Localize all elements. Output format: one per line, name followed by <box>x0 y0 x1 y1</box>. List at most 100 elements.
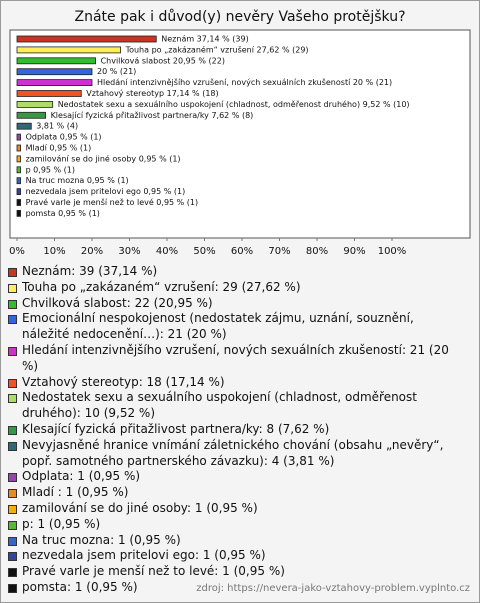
bar <box>16 90 82 97</box>
legend-swatch <box>8 268 17 277</box>
legend-item: p: 1 (0,95 %) <box>8 517 460 533</box>
bar <box>16 155 21 163</box>
bar <box>16 46 121 54</box>
legend-swatch <box>8 504 17 514</box>
bar-label: Mladí 0,95 % (1) <box>26 144 92 153</box>
bar <box>16 68 93 76</box>
legend-item: Touha po „zakázaném“ vzrušení: 29 (27,62… <box>8 280 460 296</box>
x-tick-label: 80% <box>306 246 328 257</box>
legend-label: Hledání intenzivnějšího vzrušení, nových… <box>22 342 449 373</box>
bar <box>16 57 96 65</box>
bar <box>16 111 46 119</box>
x-tick-label: 50% <box>193 246 215 257</box>
x-tick-label: 20% <box>81 246 103 257</box>
legend-label: Mladí : 1 (0,95 %) <box>22 485 129 500</box>
legend-label: Emocionální nespokojenost (nedostatek zá… <box>22 311 414 342</box>
legend-swatch <box>8 520 17 530</box>
x-tick-label: 90% <box>343 246 365 257</box>
legend-swatch <box>8 568 17 578</box>
bar-label: Klesající fyzická přitažlivost partnera/… <box>51 111 254 120</box>
legend-item: pomsta: 1 (0,95 %) <box>8 580 460 596</box>
bar-label: Hledání intenzivnějšího vzrušení, nových… <box>97 77 392 87</box>
chart-title: Znáte pak i důvod(y) nevěry Vašeho protě… <box>74 9 405 25</box>
x-tick-label: 100% <box>378 246 407 257</box>
legend-label: Chvilková slabost: 22 (20,95 %) <box>22 295 213 310</box>
bar-label: Touha po „zakázaném“ vzrušení 27,62 % (2… <box>125 44 309 54</box>
bar <box>16 199 21 206</box>
legend-item: zamilování se do jiné osoby: 1 (0,95 %) <box>8 501 460 517</box>
legend-swatch <box>8 378 17 388</box>
x-tick-label: 0% <box>9 246 25 257</box>
legend-item: Pravé varle je menší než to levé: 1 (0,9… <box>8 564 460 580</box>
bar-label: nezvedala jsem pritelovi ego 0,95 % (1) <box>26 187 186 196</box>
bar <box>16 35 157 43</box>
legend-label: Vztahový stereotyp: 18 (17,14 %) <box>22 374 225 389</box>
x-tick-label: 10% <box>43 246 65 257</box>
legend-label: Nedostatek sexu a sexuálního uspokojení … <box>22 390 417 421</box>
legend-label: Klesající fyzická přitažlivost partnera/… <box>22 421 330 436</box>
legend-item: Mladí : 1 (0,95 %) <box>8 485 460 501</box>
source: zdroj: https://nevera-jako-vztahovy-prob… <box>196 583 470 594</box>
legend-swatch <box>8 473 17 483</box>
bar <box>16 188 21 196</box>
legend-label: Na truc mozna: 1 (0,95 %) <box>22 532 181 547</box>
bar-label: Pravé varle je menší než to levé 0,95 % … <box>26 197 199 207</box>
legend-item: nezvedala jsem pritelovi ego: 1 (0,95 %) <box>8 548 460 564</box>
bar <box>16 166 21 174</box>
legend-item: Vztahový stereotyp: 18 (17,14 %) <box>8 375 460 391</box>
bar-label: p 0,95 % (1) <box>26 165 75 174</box>
legend-swatch <box>8 552 17 562</box>
x-tick-label: 60% <box>231 246 253 257</box>
legend-swatch <box>8 441 17 451</box>
bar <box>16 209 21 217</box>
chart: Znáte pak i důvod(y) nevěry Vašeho protě… <box>9 9 471 257</box>
legend-swatch <box>8 283 17 293</box>
bar <box>16 133 21 141</box>
legend-item: Odplata: 1 (0,95 %) <box>8 469 460 485</box>
bar <box>16 101 54 108</box>
legend-item: Nevyjasněné hranice vnímání záletnického… <box>8 438 460 470</box>
bar-label: zamilování se do jiné osoby 0,95 % (1) <box>26 153 181 163</box>
legend-label: nezvedala jsem pritelovi ego: 1 (0,95 %) <box>22 548 266 563</box>
bar-label: Nedostatek sexu a sexuálního uspokojení … <box>58 99 410 109</box>
bar-label: Vztahový stereotyp 17,14 % (18) <box>86 89 218 98</box>
legend-label: Odplata: 1 (0,95 %) <box>22 469 141 484</box>
legend-item: Emocionální nespokojenost (nedostatek zá… <box>8 311 460 343</box>
bar <box>16 122 32 130</box>
legend-swatch <box>8 583 17 593</box>
legend-swatch <box>8 346 17 356</box>
legend-swatch <box>8 536 17 546</box>
bar-label: Odplata 0,95 % (1) <box>26 133 102 142</box>
legend-label: Pravé varle je menší než to levé: 1 (0,9… <box>22 564 285 579</box>
bar-label: Chvilková slabost 20,95 % (22) <box>101 56 225 65</box>
bar-label: Na truc mozna 0,95 % (1) <box>26 176 129 185</box>
bar-label: Neznám 37,14 % (39) <box>161 35 248 44</box>
legend-swatch <box>8 489 17 499</box>
legend-label: Neznám: 39 (37,14 %) <box>22 264 158 278</box>
bar <box>16 79 93 86</box>
x-tick-label: 40% <box>156 246 178 257</box>
plot-area <box>9 29 471 239</box>
bar-label: 3,81 % (4) <box>36 122 78 131</box>
legend-label: Touha po „zakázaném“ vzrušení: 29 (27,62… <box>22 279 301 294</box>
x-tick-label: 70% <box>268 246 290 257</box>
legend-label: p: 1 (0,95 %) <box>22 516 101 531</box>
legend-item: Klesající fyzická přitažlivost partnera/… <box>8 422 460 438</box>
legend-label: zamilování se do jiné osoby: 1 (0,95 %) <box>22 500 258 515</box>
bar-label: pomsta 0,95 % (1) <box>26 209 100 218</box>
legend-swatch <box>8 394 17 404</box>
legend-label: pomsta: 1 (0,95 %) <box>22 579 138 594</box>
bar-label: 20 % (21) <box>97 67 136 76</box>
legend-label: Nevyjasněné hranice vnímání záletnického… <box>22 437 444 468</box>
legend-item: Hledání intenzivnějšího vzrušení, nových… <box>8 343 460 375</box>
legend-swatch <box>8 299 17 309</box>
legend-item: Neznám: 39 (37,14 %) <box>8 264 460 280</box>
x-tick-label: 30% <box>118 246 140 257</box>
bar <box>16 144 21 152</box>
legend-swatch <box>8 425 17 435</box>
legend-item: Chvilková slabost: 22 (20,95 %) <box>8 296 460 312</box>
legend-swatch <box>8 315 17 325</box>
legend-item: Na truc mozna: 1 (0,95 %) <box>8 533 460 549</box>
